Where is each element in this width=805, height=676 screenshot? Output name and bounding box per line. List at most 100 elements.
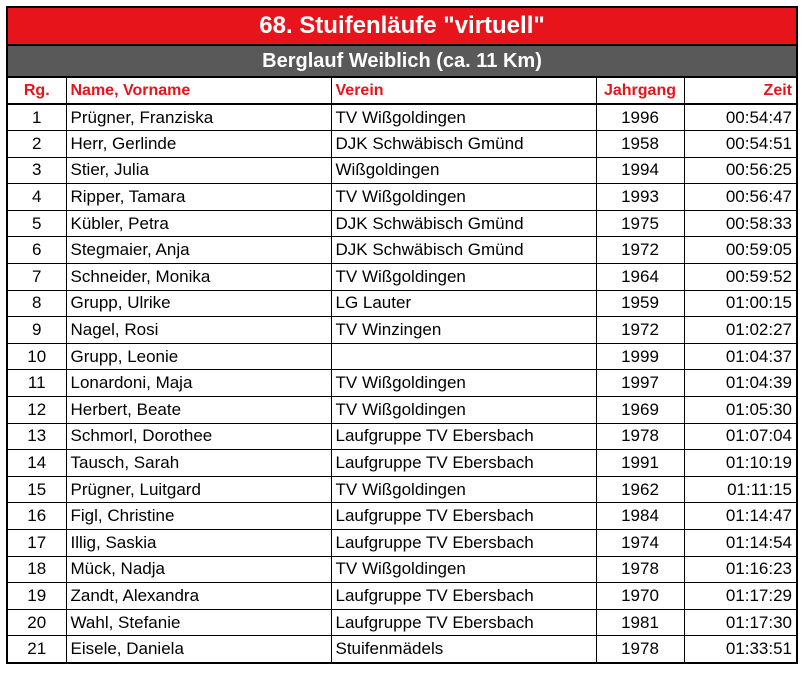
rank-cell: 11 [8,369,67,398]
rank-cell: 4 [8,183,67,211]
table-row: 17 Illig, Saskia Laufgruppe TV Ebersbach 19… [8,529,796,557]
name-cell: Schneider, Monika [66,263,332,291]
year-cell: 1996 [596,104,685,132]
rank-cell: 13 [8,423,67,451]
name-cell: Stier, Julia [66,157,332,185]
time-cell: 01:17:30 [684,609,796,637]
year-cell: 1991 [596,449,685,477]
time-cell: 00:54:47 [684,104,796,132]
name-cell: Eisele, Daniela [66,635,332,663]
table-row: 20 Wahl, Stefanie Laufgruppe TV Ebersbach 1… [8,609,796,637]
club-cell: TV Wißgoldingen [331,396,597,424]
table-row: 15 Prügner, Luitgard TV Wißgoldingen 1962 01… [8,476,796,504]
column-header-time: Zeit [684,78,796,105]
table-row: 7 Schneider, Monika TV Wißgoldingen 1964 00:… [8,263,796,291]
rank-cell: 15 [8,476,67,504]
table-row: 3 Stier, Julia Wißgoldingen 1994 00:56:25 [8,157,796,185]
table-row: 11 Lonardoni, Maja TV Wißgoldingen 1997 01:0… [8,369,796,398]
rank-cell: 20 [8,609,67,637]
rank-cell: 1 [8,104,67,132]
time-cell: 01:00:15 [684,290,796,318]
year-cell: 1978 [596,635,685,663]
year-cell: 1984 [596,502,685,530]
column-header-name: Name, Vorname [66,78,332,105]
rank-cell: 5 [8,210,67,238]
club-cell: Laufgruppe TV Ebersbach [331,529,597,557]
rank-cell: 17 [8,529,67,557]
name-cell: Figl, Christine [66,502,332,530]
table-row: 8 Grupp, Ulrike LG Lauter 1959 01:00:15 [8,290,796,318]
time-cell: 01:33:51 [725,639,792,659]
column-header-rank: Rg. [8,78,67,105]
name-cell: Grupp, Leonie [66,343,332,371]
year-cell: 1999 [596,343,685,371]
club-cell: Laufgruppe TV Ebersbach [331,609,597,637]
time-cell: 00:59:52 [684,263,796,291]
year-cell: 1962 [596,476,685,504]
results-table: Rg. Name, Vorname Verein Jahrgang Zeit 1… [8,78,796,663]
results-sheet: 68. Stuifenläufe "virtuell" Berglauf Wei… [6,6,798,665]
year-cell: 1964 [596,263,685,291]
table-row: 5 Kübler, Petra DJK Schwäbisch Gmünd 1975 00… [8,210,796,238]
club-cell: TV Wißgoldingen [331,476,597,504]
club-cell: TV Wißgoldingen [331,263,597,291]
time-cell: 01:17:29 [684,582,796,610]
rank-cell: 10 [8,343,67,371]
rank-cell: 7 [8,263,67,291]
year-cell: 1975 [596,210,685,238]
rank-cell: 2 [8,130,67,158]
name-cell: Kübler, Petra [66,210,332,238]
year-cell: 1981 [596,609,685,637]
time-cell: 00:54:51 [684,130,796,158]
table-row: 10 Grupp, Leonie 1999 01:04:37 [8,343,796,371]
year-cell: 1974 [596,529,685,557]
table-row: 16 Figl, Christine Laufgruppe TV Ebersbach… [8,502,796,530]
table-header-row: Rg. Name, Vorname Verein Jahrgang Zeit [8,78,796,105]
name-cell: Herbert, Beate [66,396,332,424]
rank-cell: 8 [8,290,67,318]
time-cell: 01:04:37 [684,343,796,371]
time-cell: 01:10:19 [684,449,796,477]
name-cell: Mück, Nadja [66,556,332,584]
year-cell: 1970 [596,582,685,610]
name-cell: Tausch, Sarah [66,449,332,477]
club-cell: TV Wißgoldingen [331,104,597,132]
club-cell: Laufgruppe TV Ebersbach [331,582,597,610]
club-cell: TV Wißgoldingen [331,369,597,398]
club-cell: TV Wißgoldingen [331,556,597,584]
name-cell: Prügner, Luitgard [66,476,332,504]
year-cell: 1959 [596,290,685,318]
year-cell: 1972 [596,316,685,344]
year-cell: 1978 [596,556,685,584]
club-cell: Laufgruppe TV Ebersbach [331,502,597,530]
time-cell: 01:14:47 [684,502,796,530]
table-row: 12 Herbert, Beate TV Wißgoldingen 1969 01:05… [8,396,796,424]
rank-cell: 18 [8,556,67,584]
results-body: 1 Prügner, Franziska TV Wißgoldingen 1996 00… [8,104,796,663]
name-cell: Lonardoni, Maja [66,369,332,398]
name-cell: Illig, Saskia [66,529,332,557]
year-cell: 1958 [596,130,685,158]
column-header-club: Verein [331,78,597,105]
time-cell: 01:14:54 [684,529,796,557]
table-row: 18 Mück, Nadja TV Wißgoldingen 1978 01:16:23 [8,556,796,584]
rank-cell: 16 [8,502,67,530]
club-cell: LG Lauter [331,290,597,318]
name-cell: Grupp, Ulrike [66,290,332,318]
column-header-year: Jahrgang [596,78,685,105]
name-cell: Ripper, Tamara [66,183,332,211]
time-cell: 01:11:15 [684,476,796,504]
table-row: 9 Nagel, Rosi TV Winzingen 1972 01:02:27 [8,316,796,344]
category-subtitle: Berglauf Weiblich (ca. 11 Km) [8,46,796,78]
club-cell: TV Wißgoldingen [331,183,597,211]
club-cell: DJK Schwäbisch Gmünd [331,130,597,158]
time-cell: 01:07:04 [684,423,796,451]
club-cell [331,343,597,371]
name-cell: Stegmaier, Anja [66,236,332,265]
time-cell: 00:59:05 [684,236,796,265]
name-cell: Wahl, Stefanie [66,609,332,637]
table-row: 19 Zandt, Alexandra Laufgruppe TV Ebersbac… [8,582,796,610]
year-cell: 1997 [596,369,685,398]
rank-cell: 3 [8,157,67,185]
year-cell: 1994 [596,157,685,185]
